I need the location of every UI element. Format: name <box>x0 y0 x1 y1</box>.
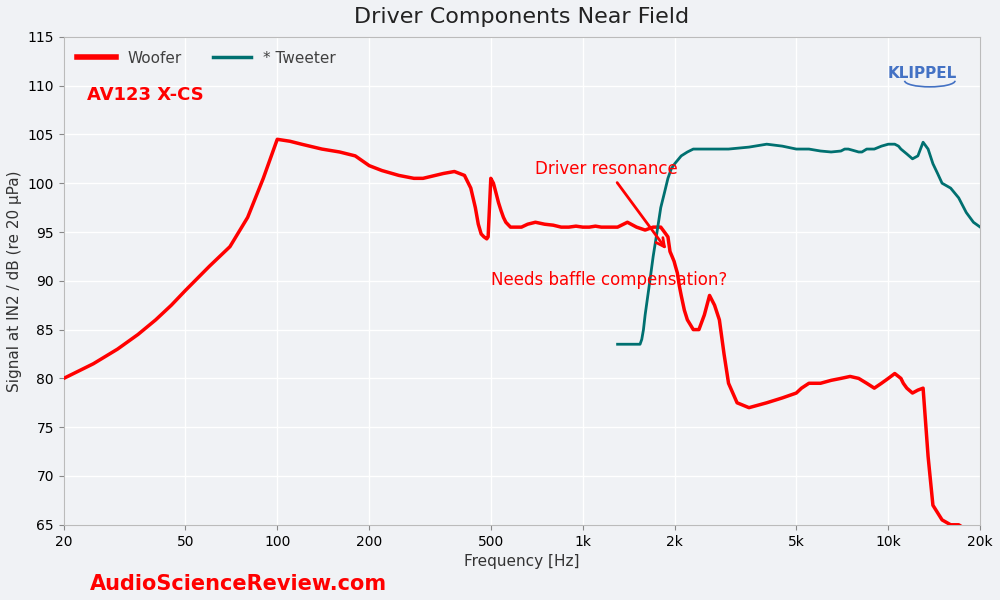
Text: AudioScienceReview.com: AudioScienceReview.com <box>90 574 387 594</box>
Title: Driver Components Near Field: Driver Components Near Field <box>354 7 690 27</box>
Text: Driver resonance: Driver resonance <box>535 160 678 247</box>
Text: AV123 X-CS: AV123 X-CS <box>87 86 203 104</box>
Text: Needs baffle compensation?: Needs baffle compensation? <box>491 271 727 289</box>
Text: KLIPPEL: KLIPPEL <box>888 66 957 81</box>
Legend: Woofer, * Tweeter: Woofer, * Tweeter <box>71 44 342 71</box>
Y-axis label: Signal at IN2 / dB (re 20 μPa): Signal at IN2 / dB (re 20 μPa) <box>7 170 22 392</box>
X-axis label: Frequency [Hz]: Frequency [Hz] <box>464 554 580 569</box>
